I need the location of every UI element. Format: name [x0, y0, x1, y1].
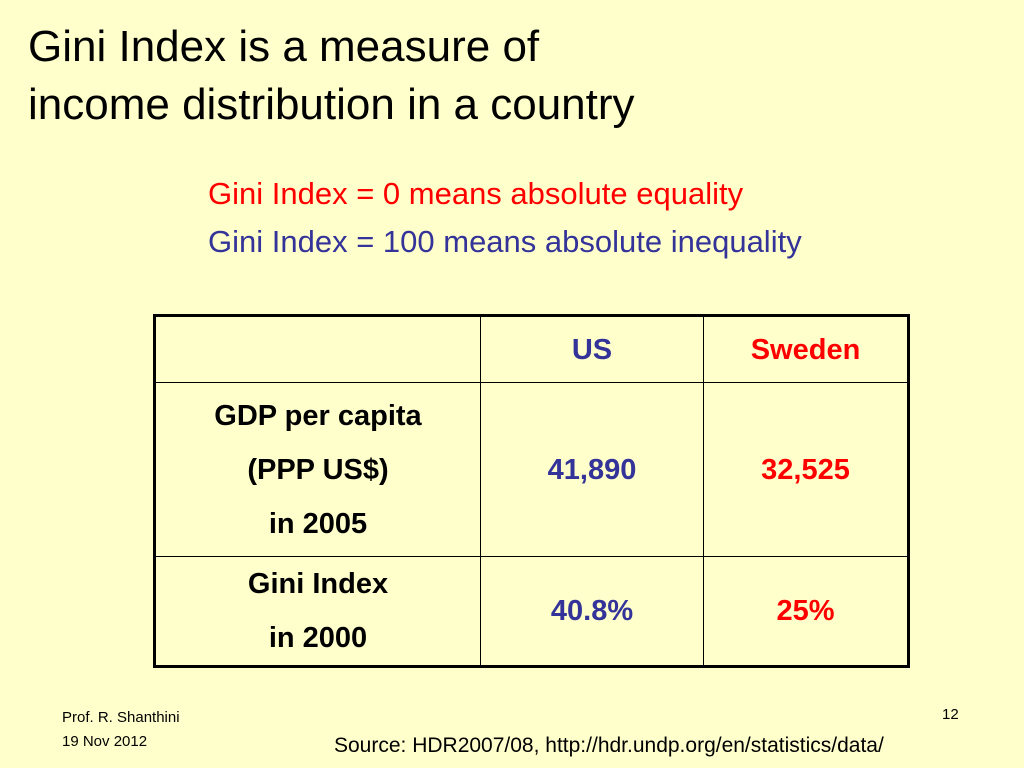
row-label-gdp: GDP per capita (PPP US$) in 2005	[154, 382, 481, 557]
slide-title-line-1: Gini Index is a measure of	[28, 22, 540, 71]
row-label-gini-line-1: Gini Index	[247, 568, 389, 600]
slide-title-line-2: income distribution in a country	[28, 80, 635, 129]
gini-us-value: 40.8%	[480, 556, 704, 667]
table-row-gini: Gini Index in 2000 40.8% 25%	[154, 556, 909, 667]
row-label-gini-line-2: in 2000	[268, 622, 368, 654]
source-citation: Source: HDR2007/08, http://hdr.undp.org/…	[334, 734, 884, 757]
gdp-sweden-value: 32,525	[703, 382, 909, 557]
header-empty-cell	[154, 315, 481, 383]
row-label-gdp-line-2: (PPP US$)	[247, 453, 389, 486]
slide-title: Gini Index is a measure of income distri…	[28, 18, 635, 134]
footer-author: Prof. R. Shanthini	[62, 709, 180, 726]
row-label-gini: Gini Index in 2000	[154, 556, 481, 667]
row-label-gdp-line-3: in 2005	[268, 507, 368, 540]
page-number: 12	[942, 706, 959, 723]
gini-sweden-value: 25%	[703, 556, 909, 667]
row-label-gdp-line-1: GDP per capita	[214, 399, 422, 432]
gdp-us-value: 41,890	[480, 382, 704, 557]
footer-date: 19 Nov 2012	[62, 733, 148, 750]
header-us: US	[480, 315, 704, 383]
table-row-gdp: GDP per capita (PPP US$) in 2005 41,890 …	[154, 382, 909, 557]
header-sweden: Sweden	[703, 315, 909, 383]
definition-equality: Gini Index = 0 means absolute equality	[208, 176, 744, 211]
table-header-row: US Sweden	[154, 315, 909, 383]
footer-author-block: Prof. R. Shanthini 19 Nov 2012	[62, 706, 180, 754]
definition-inequality: Gini Index = 100 means absolute inequali…	[208, 224, 802, 259]
comparison-table: US Sweden GDP per capita (PPP US$) in 20…	[153, 314, 910, 668]
